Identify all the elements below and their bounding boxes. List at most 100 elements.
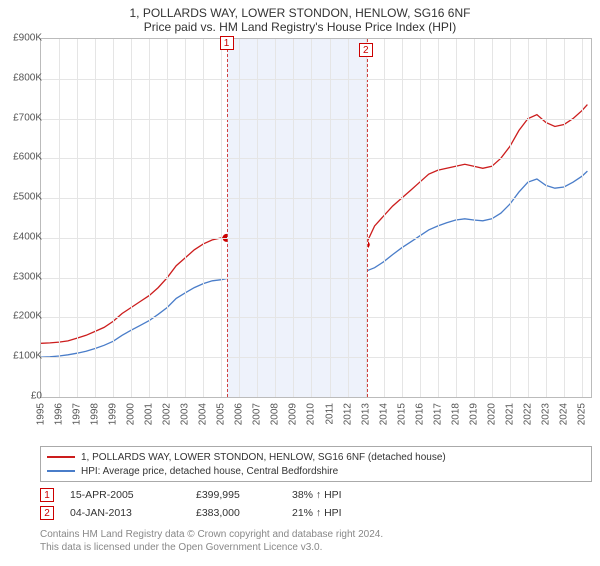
x-tick-label: 2019 xyxy=(468,403,479,425)
sale-price: £383,000 xyxy=(196,507,276,519)
y-gridline xyxy=(41,119,591,120)
table-row: 2 04-JAN-2013 £383,000 21% ↑ HPI xyxy=(40,504,382,522)
x-gridline xyxy=(113,39,114,397)
y-gridline xyxy=(41,238,591,239)
x-tick-label: 1995 xyxy=(36,403,47,425)
legend-swatch xyxy=(47,456,75,458)
sale-marker-ref: 2 xyxy=(40,506,54,520)
x-tick-label: 2005 xyxy=(216,403,227,425)
y-tick-label: £700K xyxy=(13,112,42,123)
x-tick-label: 2023 xyxy=(540,403,551,425)
sale-marker-ref: 1 xyxy=(40,488,54,502)
x-gridline xyxy=(149,39,150,397)
x-gridline xyxy=(203,39,204,397)
x-tick-label: 1997 xyxy=(72,403,83,425)
y-tick-label: £800K xyxy=(13,72,42,83)
x-gridline xyxy=(384,39,385,397)
y-tick-label: £100K xyxy=(13,351,42,362)
x-gridline xyxy=(95,39,96,397)
x-gridline xyxy=(131,39,132,397)
y-gridline xyxy=(41,79,591,80)
sale-price: £399,995 xyxy=(196,489,276,501)
x-tick-label: 2013 xyxy=(360,403,371,425)
y-tick-label: £300K xyxy=(13,271,42,282)
x-gridline xyxy=(311,39,312,397)
x-tick-label: 2020 xyxy=(486,403,497,425)
x-tick-label: 2000 xyxy=(126,403,137,425)
x-gridline xyxy=(275,39,276,397)
x-tick-label: 2017 xyxy=(432,403,443,425)
y-tick-label: £900K xyxy=(13,33,42,44)
x-tick-label: 1998 xyxy=(90,403,101,425)
legend-label: 1, POLLARDS WAY, LOWER STONDON, HENLOW, … xyxy=(81,452,446,463)
x-gridline xyxy=(77,39,78,397)
x-gridline xyxy=(420,39,421,397)
legend-label: HPI: Average price, detached house, Cent… xyxy=(81,466,338,477)
x-tick-label: 2003 xyxy=(180,403,191,425)
sale-date: 04-JAN-2013 xyxy=(70,507,180,519)
x-gridline xyxy=(167,39,168,397)
sale-marker-box: 2 xyxy=(359,43,373,57)
x-gridline xyxy=(257,39,258,397)
x-tick-label: 2014 xyxy=(378,403,389,425)
x-gridline xyxy=(348,39,349,397)
chart-subtitle: Price paid vs. HM Land Registry's House … xyxy=(0,20,600,34)
x-tick-label: 1999 xyxy=(108,403,119,425)
chart-title: 1, POLLARDS WAY, LOWER STONDON, HENLOW, … xyxy=(0,6,600,20)
x-gridline xyxy=(438,39,439,397)
y-tick-label: £0 xyxy=(31,391,42,402)
y-tick-label: £400K xyxy=(13,231,42,242)
legend-swatch xyxy=(47,470,75,472)
footnote-line-1: Contains HM Land Registry data © Crown c… xyxy=(40,529,383,540)
sales-table: 1 15-APR-2005 £399,995 38% ↑ HPI 2 04-JAN-201… xyxy=(40,486,382,522)
y-gridline xyxy=(41,158,591,159)
x-gridline xyxy=(293,39,294,397)
x-gridline xyxy=(492,39,493,397)
x-gridline xyxy=(528,39,529,397)
legend-item: HPI: Average price, detached house, Cent… xyxy=(47,464,585,478)
footnote: Contains HM Land Registry data © Crown c… xyxy=(40,528,383,554)
x-gridline xyxy=(185,39,186,397)
y-tick-label: £600K xyxy=(13,152,42,163)
x-gridline xyxy=(582,39,583,397)
x-tick-label: 1996 xyxy=(54,403,65,425)
x-tick-label: 2010 xyxy=(306,403,317,425)
y-tick-label: £200K xyxy=(13,311,42,322)
y-gridline xyxy=(41,357,591,358)
x-tick-label: 2021 xyxy=(504,403,515,425)
x-tick-label: 2024 xyxy=(558,403,569,425)
x-gridline xyxy=(564,39,565,397)
x-gridline xyxy=(330,39,331,397)
sale-diff: 38% ↑ HPI xyxy=(292,489,382,501)
x-tick-label: 2015 xyxy=(396,403,407,425)
x-tick-label: 2007 xyxy=(252,403,263,425)
y-gridline xyxy=(41,317,591,318)
x-tick-label: 2011 xyxy=(324,403,335,425)
legend: 1, POLLARDS WAY, LOWER STONDON, HENLOW, … xyxy=(40,446,592,482)
x-tick-label: 2002 xyxy=(162,403,173,425)
sale-diff: 21% ↑ HPI xyxy=(292,507,382,519)
x-gridline xyxy=(456,39,457,397)
x-tick-label: 2022 xyxy=(522,403,533,425)
sale-date: 15-APR-2005 xyxy=(70,489,180,501)
x-tick-label: 2018 xyxy=(450,403,461,425)
plot-area: 1995199619971998199920002001200220032004… xyxy=(40,38,592,398)
sale-marker-box: 1 xyxy=(220,36,234,50)
x-tick-label: 2004 xyxy=(198,403,209,425)
x-gridline xyxy=(402,39,403,397)
x-tick-label: 2001 xyxy=(144,403,155,425)
y-tick-label: £500K xyxy=(13,192,42,203)
x-gridline xyxy=(366,39,367,397)
x-tick-label: 2025 xyxy=(576,403,587,425)
x-tick-label: 2012 xyxy=(342,403,353,425)
y-gridline xyxy=(41,278,591,279)
y-gridline xyxy=(41,198,591,199)
x-gridline xyxy=(239,39,240,397)
x-gridline xyxy=(546,39,547,397)
x-gridline xyxy=(474,39,475,397)
x-tick-label: 2016 xyxy=(414,403,425,425)
legend-item: 1, POLLARDS WAY, LOWER STONDON, HENLOW, … xyxy=(47,450,585,464)
table-row: 1 15-APR-2005 £399,995 38% ↑ HPI xyxy=(40,486,382,504)
x-gridline xyxy=(510,39,511,397)
x-gridline xyxy=(59,39,60,397)
